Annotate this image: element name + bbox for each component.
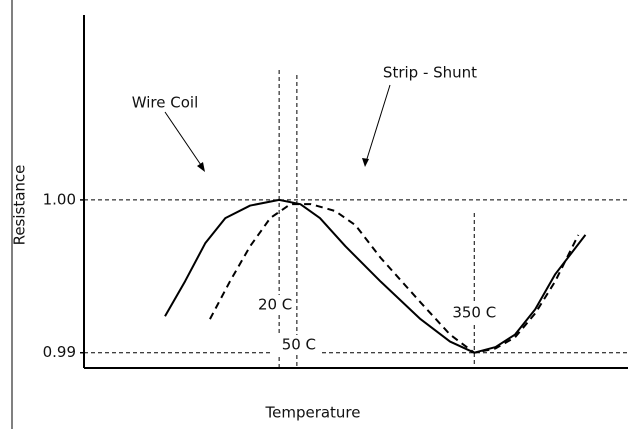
y-tick-label: 1.00 — [43, 190, 76, 208]
y-tick-label: 0.99 — [43, 343, 76, 361]
annotation-bg — [450, 303, 499, 323]
series-label: Wire Coil — [132, 94, 199, 112]
annotation-label: 350 C — [452, 304, 496, 322]
annotation-label: 50 C — [282, 336, 316, 354]
arrow — [164, 111, 204, 169]
series-label: Strip - Shunt — [383, 64, 477, 82]
x-axis-label: Temperature — [264, 404, 360, 422]
annotation-bg — [272, 335, 321, 355]
series-line — [209, 203, 580, 354]
y-axis-label: Resistance — [11, 165, 29, 246]
annotation-bg — [255, 295, 304, 315]
arrow-head — [197, 162, 205, 172]
annotation-label: 20 C — [258, 296, 292, 314]
arrow — [365, 84, 391, 163]
arrow-head — [362, 158, 369, 167]
series-line — [164, 198, 587, 354]
